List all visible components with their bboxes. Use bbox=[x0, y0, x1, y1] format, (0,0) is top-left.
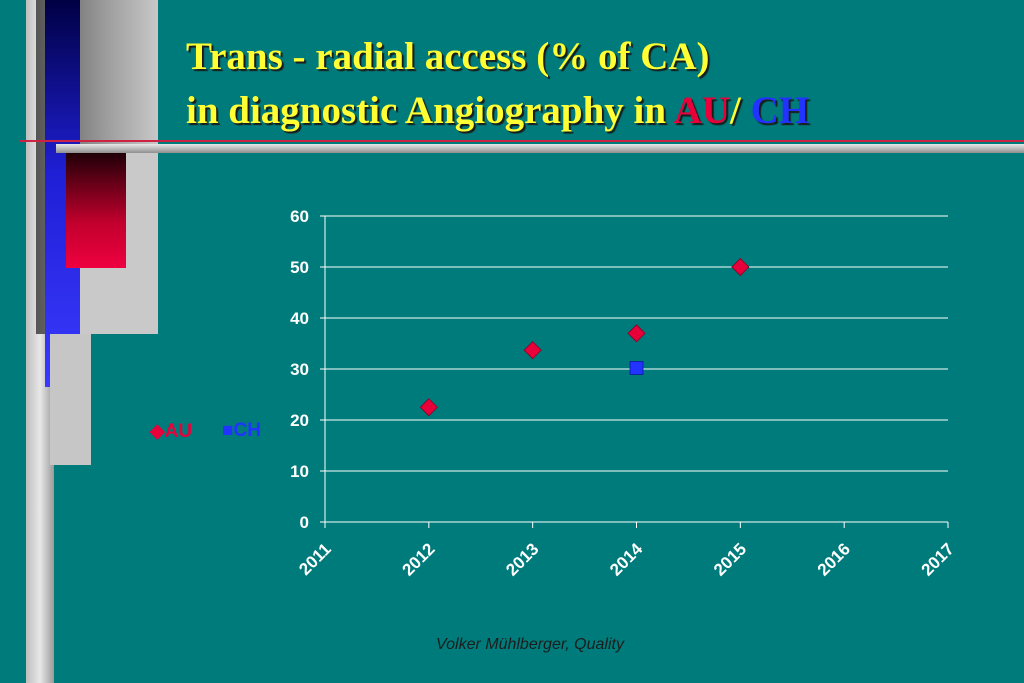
legend-ch-label: CH bbox=[233, 420, 261, 441]
deco-block-gray bbox=[50, 334, 91, 465]
tick-label-x-2011: 2011 bbox=[295, 539, 335, 579]
tick-label-y-50: 50 bbox=[290, 258, 309, 277]
page-title: Trans - radial access (% of CA) in diagn… bbox=[186, 30, 809, 138]
legend-au-label: AU bbox=[164, 421, 193, 442]
footer-credit: Volker Mühlberger, Quality bbox=[436, 636, 624, 653]
tick-label-x-2016: 2016 bbox=[814, 539, 854, 579]
tick-label-y-10: 10 bbox=[290, 462, 309, 481]
title-separator: / bbox=[730, 89, 751, 132]
legend-au-marker: ◆ bbox=[150, 421, 165, 442]
deco-block-red bbox=[66, 153, 126, 268]
tick-label-x-2013: 2013 bbox=[502, 539, 542, 579]
point-ch-2014 bbox=[629, 361, 644, 375]
tick-label-x-2017: 2017 bbox=[918, 539, 958, 579]
legend-ch-marker: ■ bbox=[222, 420, 234, 441]
legend-au: ◆AU bbox=[150, 420, 192, 443]
tick-label-y-40: 40 bbox=[290, 309, 309, 328]
deco-line-gray bbox=[56, 144, 1024, 153]
tick-label-x-2012: 2012 bbox=[398, 539, 438, 579]
tick-label-x-2015: 2015 bbox=[710, 539, 750, 579]
deco-line-red bbox=[20, 140, 1024, 142]
tick-label-y-60: 60 bbox=[290, 207, 309, 226]
tick-label-y-20: 20 bbox=[290, 411, 309, 430]
tick-label-y-0: 0 bbox=[300, 513, 309, 532]
point-au-2013 bbox=[523, 341, 542, 360]
title-line-2: in diagnostic Angiography in bbox=[186, 89, 674, 132]
title-ch: CH bbox=[750, 89, 810, 132]
point-au-2015 bbox=[731, 257, 750, 277]
point-au-2014 bbox=[627, 324, 646, 343]
point-au-2012 bbox=[419, 398, 438, 417]
title-line-1: Trans - radial access (% of CA) bbox=[186, 35, 710, 78]
tick-label-x-2014: 2014 bbox=[606, 539, 647, 580]
tick-label-y-30: 30 bbox=[290, 360, 309, 379]
title-au: AU bbox=[673, 89, 730, 132]
legend-ch: ■CH bbox=[222, 420, 261, 442]
